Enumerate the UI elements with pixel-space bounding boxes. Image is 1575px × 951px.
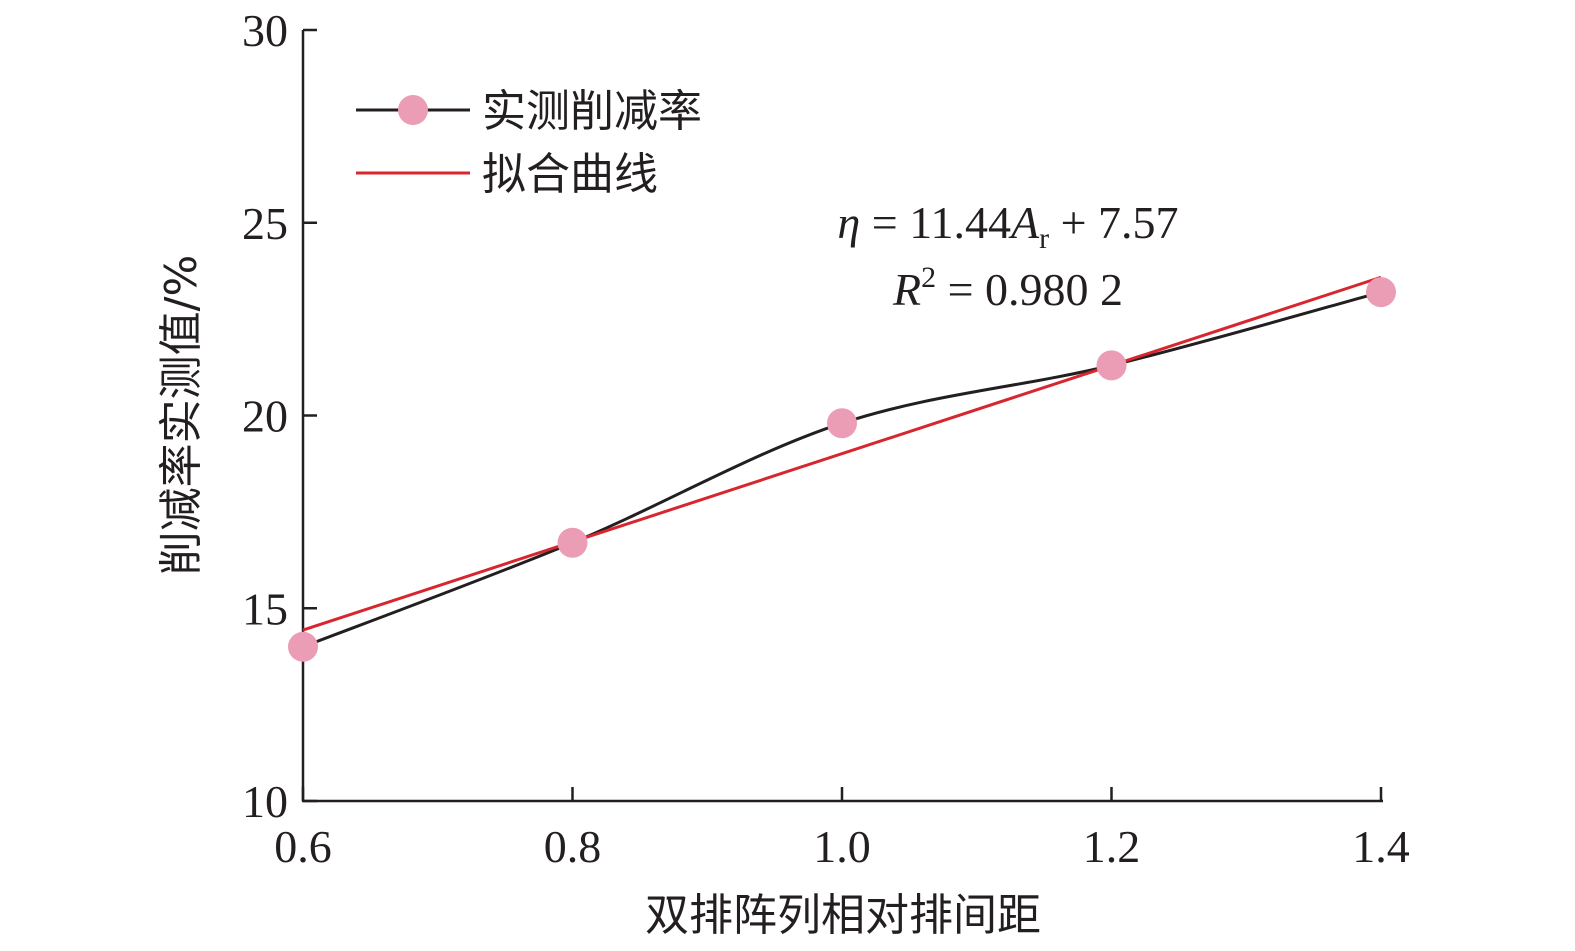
y-tick-label: 20 — [242, 391, 288, 442]
r-sup: 2 — [921, 261, 936, 294]
x-axis-title: 双排阵列相对排间距 — [645, 890, 1041, 941]
x-tick-label: 0.8 — [544, 821, 602, 872]
eq-mid: = 11.44 — [860, 197, 1011, 248]
r-var: R — [892, 264, 921, 315]
y-tick-label: 25 — [242, 198, 288, 249]
eq-var: A — [1008, 197, 1040, 248]
eq-sub: r — [1039, 222, 1049, 255]
x-tick-label: 1.0 — [813, 821, 871, 872]
plot-area — [288, 275, 1396, 662]
legend-fit-label: 拟合曲线 — [482, 149, 658, 200]
data-point — [557, 527, 588, 558]
y-tick-label: 10 — [242, 776, 288, 827]
eq-rhs: + 7.57 — [1049, 197, 1178, 248]
data-point — [1366, 277, 1396, 308]
data-point — [827, 408, 857, 439]
x-tick-label: 1.4 — [1352, 821, 1410, 872]
fit-series-line — [302, 275, 1382, 632]
x-tick-label: 0.6 — [274, 821, 332, 872]
y-ticks: 10 15 20 25 30 — [242, 5, 317, 827]
x-ticks: 0.6 0.8 1.0 1.2 1.4 — [274, 787, 1410, 872]
r-squared: R2 = 0.980 2 — [892, 261, 1123, 315]
eq-lhs: η — [837, 197, 860, 248]
legend-measured-label: 实测削减率 — [482, 86, 702, 137]
x-tick-label: 1.2 — [1083, 821, 1141, 872]
data-point — [288, 631, 318, 662]
measured-series-line — [302, 290, 1382, 649]
r-rhs: = 0.980 2 — [936, 264, 1123, 315]
data-point — [1096, 350, 1127, 381]
legend: 实测削减率 拟合曲线 — [356, 86, 702, 200]
y-tick-label: 15 — [242, 583, 288, 634]
y-axis-title: 削减率实测值/% — [156, 255, 207, 576]
y-tick-label: 30 — [242, 5, 288, 56]
regression-equation: η = 11.44Ar + 7.57 — [837, 197, 1178, 255]
legend-measured-marker — [398, 95, 428, 125]
measured-markers — [288, 277, 1396, 662]
regression-annotation: η = 11.44Ar + 7.57 R2 = 0.980 2 — [837, 197, 1178, 315]
